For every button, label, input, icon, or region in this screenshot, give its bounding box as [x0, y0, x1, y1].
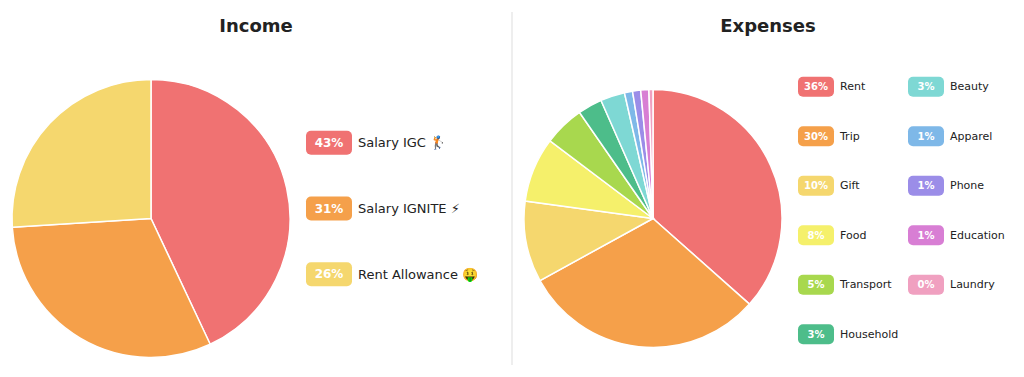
value-label: 30% — [804, 131, 828, 142]
pie-slice — [12, 80, 151, 228]
pie-panel: Income 43% Salary IGC 🏌 31% Salary IGNITE ⚡ 2… — [12, 15, 478, 358]
value-label: 3% — [918, 81, 935, 92]
legend-swatch — [798, 126, 834, 146]
legend-item: 10% Gift — [798, 176, 860, 196]
legend-swatch — [908, 126, 944, 146]
legend-swatch — [798, 225, 834, 245]
pie-slice — [633, 90, 653, 218]
legend-swatch — [798, 324, 834, 344]
value-label: 43% — [315, 136, 344, 150]
legend-item: 31% Salary IGNITE ⚡ — [306, 197, 460, 221]
legend-item: 3% Household — [798, 324, 898, 344]
legend-swatch — [798, 176, 834, 196]
legend-swatch — [908, 275, 944, 295]
legend-item: 26% Rent Allowance 🤑 — [306, 262, 478, 286]
legend-label: Phone — [950, 179, 984, 192]
legend-swatch — [798, 275, 834, 295]
legend-label: Food — [840, 229, 866, 242]
legend-label: Household — [840, 328, 898, 341]
legend-item: 3% Beauty — [908, 77, 989, 97]
pie-slices — [12, 80, 290, 358]
value-label: 1% — [918, 131, 935, 142]
legend-item: 1% Phone — [908, 176, 984, 196]
value-label: 5% — [808, 279, 825, 290]
value-label: 36% — [804, 81, 828, 92]
legend-label: Trip — [839, 130, 860, 143]
legend-item: 5% Transport — [798, 275, 892, 295]
legend: 36% Rent 30% Trip 10% Gift 8% Food 5% Transport 3%… — [798, 77, 1005, 345]
value-label: 3% — [808, 329, 825, 340]
pie-slices — [524, 90, 782, 348]
value-label: 10% — [804, 180, 828, 191]
legend-item: 8% Food — [798, 225, 866, 245]
pie-slice — [641, 90, 653, 219]
legend-label: Transport — [839, 278, 892, 291]
legend-swatch — [908, 176, 944, 196]
value-label: 1% — [918, 180, 935, 191]
legend-item: 36% Rent — [798, 77, 866, 97]
legend-swatch — [306, 131, 352, 155]
chart-canvas: Income 43% Salary IGC 🏌 31% Salary IGNITE ⚡ 2… — [0, 0, 1024, 377]
pie-slice — [649, 90, 653, 219]
legend-swatch — [908, 77, 944, 97]
legend: 43% Salary IGC 🏌 31% Salary IGNITE ⚡ 26% Rent… — [306, 131, 478, 286]
legend-item: 30% Trip — [798, 126, 860, 146]
chart-title: Expenses — [720, 15, 815, 36]
legend-swatch — [798, 77, 834, 97]
legend-swatch — [306, 197, 352, 221]
legend-label: Salary IGC 🏌 — [358, 135, 446, 150]
legend-label: Beauty — [950, 80, 989, 93]
pie-panel: Expenses 36% Rent 30% Trip 10% Gift 8% Food 5% Tra… — [524, 15, 1005, 347]
panel-divider — [512, 12, 513, 365]
value-label: 8% — [808, 230, 825, 241]
legend-item: 1% Apparel — [908, 126, 992, 146]
legend-swatch — [908, 225, 944, 245]
legend-item: 43% Salary IGC 🏌 — [306, 131, 446, 155]
legend-item: 1% Education — [908, 225, 1005, 245]
chart-title: Income — [219, 15, 293, 36]
legend-label: Laundry — [950, 278, 995, 291]
legend-label: Rent Allowance 🤑 — [358, 267, 478, 283]
value-label: 26% — [315, 267, 344, 281]
value-label: 0% — [918, 279, 935, 290]
value-label: 31% — [315, 202, 344, 216]
legend-label: Apparel — [950, 130, 992, 143]
value-label: 1% — [918, 230, 935, 241]
legend-swatch — [306, 262, 352, 286]
legend-label: Salary IGNITE ⚡ — [358, 201, 460, 216]
legend-label: Education — [950, 229, 1005, 242]
legend-item: 0% Laundry — [908, 275, 995, 295]
pie-slice — [12, 219, 210, 358]
legend-label: Gift — [840, 179, 860, 192]
legend-label: Rent — [840, 80, 866, 93]
